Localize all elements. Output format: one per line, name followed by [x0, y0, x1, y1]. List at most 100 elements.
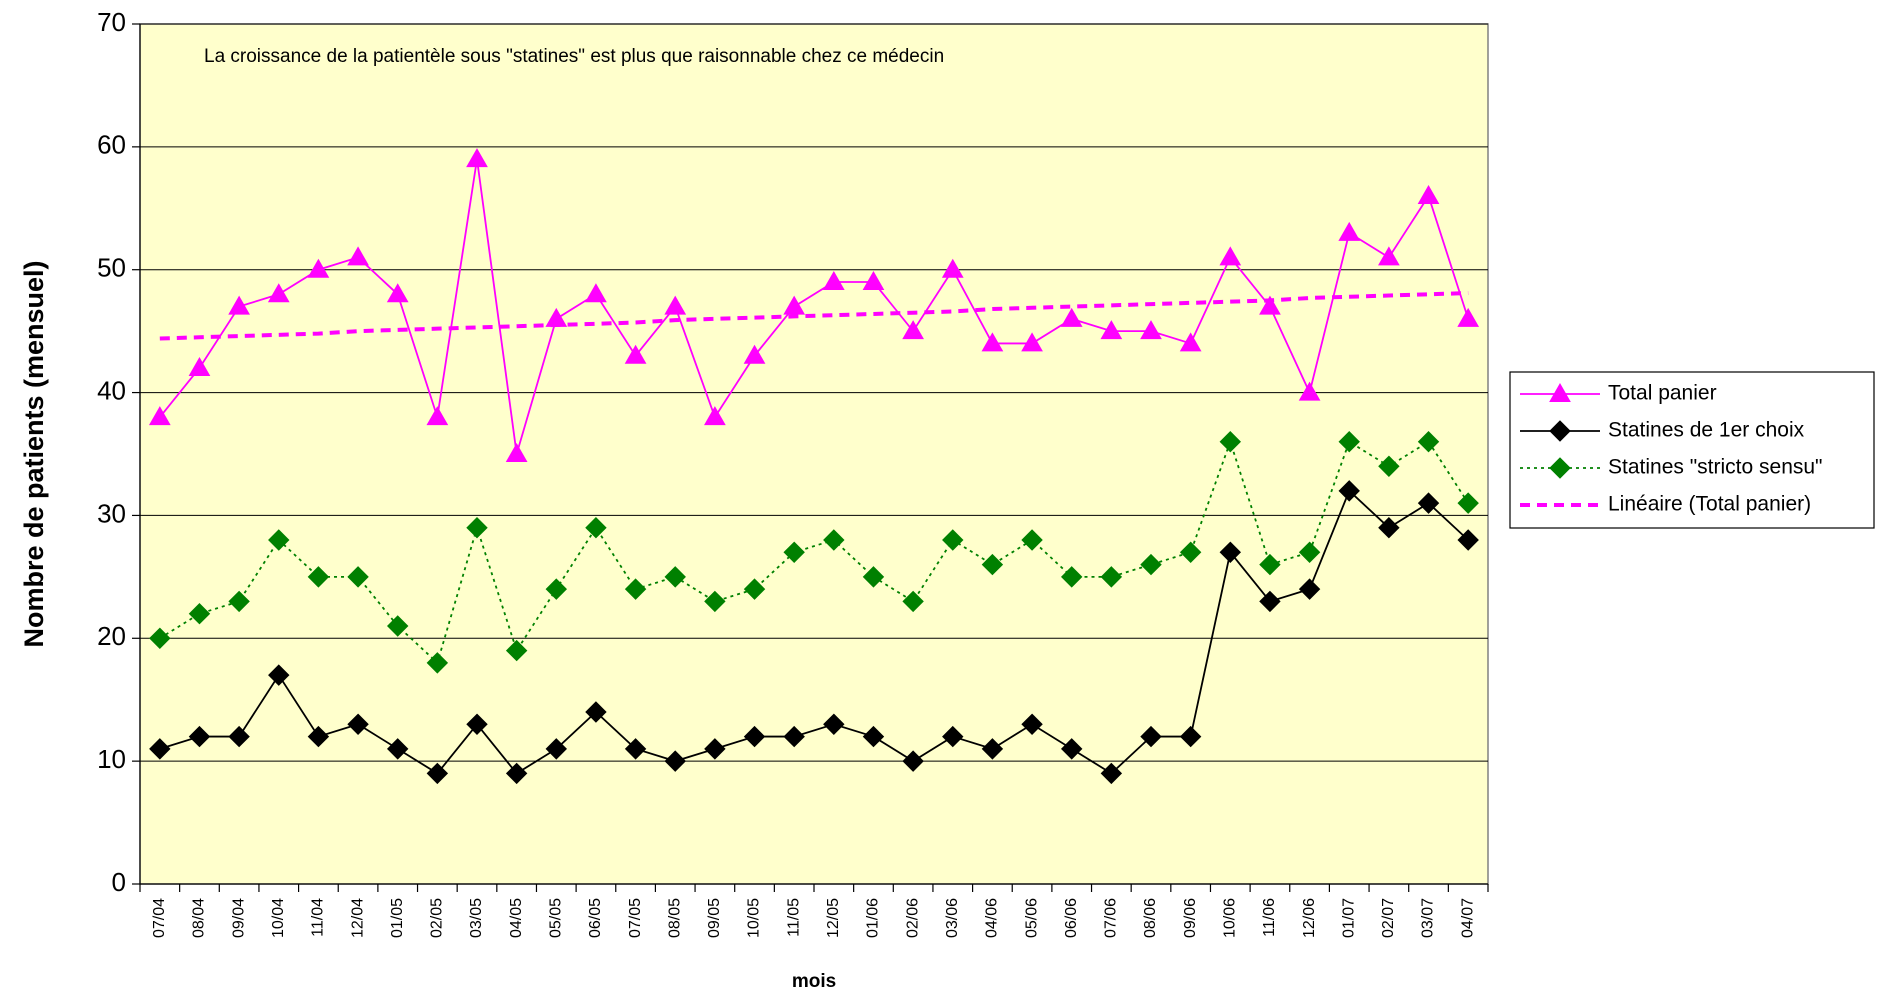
- marker: [942, 529, 964, 551]
- marker: [743, 725, 766, 748]
- marker: [822, 270, 845, 290]
- marker: [426, 652, 449, 674]
- x-tick-label: 11/05: [785, 898, 802, 937]
- marker: [1457, 492, 1479, 514]
- x-tick-label: 11/04: [310, 898, 327, 937]
- marker: [1457, 529, 1479, 551]
- legend-marker: [1549, 457, 1571, 479]
- legend-label: Statines de 1er choix: [1608, 419, 1805, 442]
- marker: [1219, 431, 1242, 453]
- marker: [981, 738, 1004, 760]
- marker: [1179, 541, 1202, 563]
- legend-label: Statines "stricto sensu": [1608, 456, 1823, 479]
- marker: [149, 738, 171, 760]
- x-tick-label: 05/05: [548, 898, 565, 938]
- marker: [664, 566, 686, 588]
- marker: [1457, 307, 1480, 327]
- marker: [1021, 332, 1043, 352]
- x-tick-label: 03/06: [944, 898, 961, 938]
- series-line: [159, 159, 1470, 455]
- x-tick-label: 07/06: [1103, 898, 1120, 938]
- marker: [347, 246, 369, 266]
- series-line: [159, 438, 1469, 665]
- x-tick-label: 03/05: [468, 898, 485, 938]
- marker: [1378, 455, 1400, 477]
- x-tick-label: 09/05: [706, 898, 723, 938]
- x-tick-label: 02/06: [904, 898, 921, 938]
- marker: [1417, 431, 1440, 453]
- marker: [981, 332, 1004, 352]
- marker: [585, 701, 607, 723]
- marker: [1259, 295, 1281, 315]
- marker: [188, 725, 211, 748]
- marker: [426, 762, 449, 785]
- x-tick-label: 05/06: [1023, 898, 1040, 938]
- marker: [1060, 566, 1083, 588]
- marker: [1179, 332, 1202, 352]
- marker: [1021, 713, 1043, 735]
- marker: [783, 295, 806, 315]
- marker: [585, 517, 607, 539]
- x-tick-label: 06/05: [587, 898, 604, 938]
- marker: [228, 725, 250, 748]
- marker: [1140, 553, 1162, 576]
- y-tick-label: 20: [97, 621, 126, 651]
- marker: [1378, 517, 1400, 539]
- marker: [347, 713, 369, 735]
- marker: [466, 517, 488, 539]
- marker: [862, 270, 885, 290]
- y-tick-label: 40: [97, 375, 126, 405]
- marker: [902, 320, 924, 340]
- marker: [1338, 221, 1361, 241]
- marker: [664, 750, 686, 772]
- marker: [1378, 246, 1400, 266]
- legend-marker: [1549, 382, 1571, 402]
- marker: [386, 615, 409, 637]
- marker: [1140, 320, 1162, 340]
- marker: [466, 713, 488, 735]
- legend-marker: [1549, 420, 1571, 442]
- x-tick-label: 01/05: [389, 898, 406, 938]
- x-tick-label: 12/06: [1301, 898, 1318, 938]
- x-tick-label: 07/05: [627, 898, 644, 938]
- marker: [862, 566, 885, 588]
- annotation: La croissance de la patientèle sous "sta…: [204, 46, 944, 67]
- x-tick-label: 02/05: [429, 898, 446, 938]
- marker: [307, 258, 330, 278]
- marker: [902, 750, 924, 772]
- marker: [268, 529, 290, 551]
- marker: [783, 725, 805, 748]
- legend-label: Linéaire (Total panier): [1608, 493, 1811, 516]
- marker: [1021, 529, 1043, 551]
- marker: [1100, 762, 1123, 785]
- marker: [942, 725, 964, 748]
- plot-area: [139, 23, 1489, 885]
- marker: [1338, 480, 1360, 502]
- y-tick-label: 10: [97, 744, 126, 774]
- y-tick-label: 50: [97, 253, 126, 283]
- marker: [228, 590, 250, 613]
- marker: [783, 541, 805, 563]
- marker: [1219, 541, 1242, 563]
- x-tick-label: 08/06: [1142, 898, 1159, 938]
- x-tick-label: 08/04: [191, 898, 208, 938]
- marker: [386, 283, 409, 303]
- marker: [228, 295, 250, 315]
- x-axis-label: mois: [792, 971, 836, 992]
- y-tick-label: 70: [97, 7, 126, 37]
- y-tick-label: 0: [112, 867, 126, 897]
- legend-label: Total panier: [1608, 382, 1717, 405]
- x-tick-label: 11/06: [1261, 898, 1278, 937]
- marker: [1417, 492, 1440, 514]
- marker: [823, 529, 845, 551]
- marker: [1338, 431, 1360, 453]
- legend: [1509, 371, 1875, 529]
- x-tick-label: 04/06: [984, 898, 1001, 938]
- x-tick-label: 06/06: [1063, 898, 1080, 938]
- marker: [307, 725, 330, 748]
- x-tick-label: 01/07: [1340, 898, 1357, 938]
- marker: [545, 738, 568, 760]
- marker: [1060, 307, 1083, 327]
- marker: [624, 344, 647, 364]
